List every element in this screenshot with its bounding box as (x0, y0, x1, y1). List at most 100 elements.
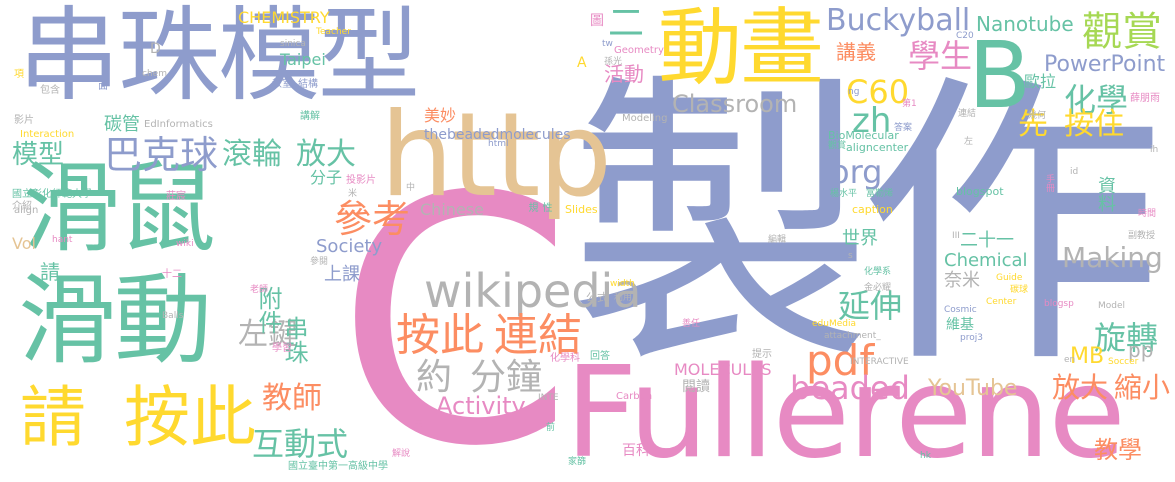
word-twelve: 十二 (162, 269, 182, 280)
word-before: 前 (546, 423, 556, 433)
word-http: http (380, 88, 612, 223)
word-jin-biyao: 金必耀 (864, 283, 892, 293)
word-face: 面 (98, 81, 108, 92)
word-reference: 參考 (334, 197, 411, 241)
word-molecules: MOLECULES (674, 360, 772, 379)
word-cosmic: Cosmic (944, 305, 977, 315)
word-see-also: 參閱 (310, 257, 329, 267)
word-two: 二 (608, 3, 645, 44)
word-proj3: proj3 (960, 333, 983, 343)
word-teacher: Teacher (316, 27, 351, 37)
word-wikipedia: wikipedia (424, 264, 642, 318)
word-a: A (577, 55, 587, 71)
word-mouse: 滑鼠 (22, 152, 216, 266)
word-family: 家篩 (568, 457, 587, 467)
word-rotate: 旋轉 (1094, 319, 1159, 357)
word-watch: 觀賞 (1082, 9, 1162, 55)
word-assoc-prof: 副教授 (1128, 231, 1156, 241)
word-click-here: 按此 (124, 379, 256, 456)
word-tcfsh: 國立臺中第一高級中學 (288, 461, 388, 472)
word-item: 項 (14, 69, 24, 80)
word-minutes: 分鐘 (470, 357, 543, 398)
word-nature: 性 (540, 202, 551, 212)
word-bead: 串珠 (280, 316, 308, 364)
word-shrink: 縮小 (1114, 371, 1171, 404)
word-explain: 講解 (300, 111, 320, 122)
word-powerpoint: PowerPoint (1044, 52, 1166, 77)
word-wiki-zh: 維基 (946, 317, 974, 333)
word-encyclopedia: 百科 (622, 443, 650, 459)
word-beautiful: 美妙 (424, 106, 457, 125)
word-interactive-zh: 互動式 (252, 425, 349, 463)
word-align: align (14, 205, 39, 216)
word-tw: tw (602, 39, 613, 49)
word-slides-zh: 投影片 (346, 175, 376, 186)
word-no1: 第1 (902, 99, 917, 109)
word-society: Society (316, 236, 383, 257)
word-include: 包含 (40, 85, 60, 96)
word-s: s (848, 251, 853, 261)
word-soccer: Soccer (1108, 357, 1139, 367)
word-slides: Slides (565, 203, 598, 216)
word-ng: ng (848, 87, 860, 97)
word-fullerene: Fullerene (565, 339, 1126, 482)
word-rule: 規 (526, 202, 537, 212)
word-width: width (610, 279, 635, 289)
word-youtube: YouTube (928, 376, 1018, 401)
word-formula: 公式 (586, 291, 608, 304)
word-middle: 中 (406, 183, 416, 193)
word-model: 模型 (12, 140, 65, 170)
word-interaction: Interaction (20, 129, 75, 140)
word-wiki: wiki (176, 239, 194, 249)
word-nanotube: Nanotube (976, 12, 1074, 36)
word-modeling: Modeling (622, 113, 668, 124)
word-about: 約 (416, 357, 453, 398)
word-read: 閱讀 (682, 379, 710, 395)
word-use: 利用 (614, 293, 633, 303)
word-edinformatics: EdInformatics (144, 119, 213, 130)
word-chemistry-zh: 化學 (1064, 81, 1129, 119)
word-edumedia: eduMedia (812, 319, 856, 329)
word-teacher-zh-2: 老師 (250, 285, 269, 295)
word-left-button: 左鍵 (238, 317, 298, 352)
word-c60: C60 (846, 73, 910, 111)
word-enlarge: 放大 (1052, 371, 1109, 404)
word-c20: C20 (956, 31, 974, 41)
word-mb: MB (1070, 344, 1105, 369)
word-xue-pengyu: 薛朋雨 (1130, 93, 1160, 104)
word-guide: Guide (996, 273, 1023, 283)
word-teacher-zh: 教師 (262, 381, 322, 416)
word-classroom: Classroom (672, 90, 798, 118)
word-pp: pp (1128, 338, 1154, 362)
word-blogspot: blogspot (956, 185, 1004, 198)
word-class: 上課 (324, 264, 360, 285)
word-hant: hant (52, 235, 73, 245)
word-make: 製作 (568, 49, 1164, 404)
word-attachment-en: attachment_ (824, 331, 881, 341)
word-figure: 圖 (590, 13, 604, 29)
word-molecule: 分子 (310, 168, 343, 187)
word-chem: chem (142, 69, 167, 79)
word-ncue: 國立彰化師範大學 (12, 189, 92, 200)
word-shan-ren: 善任 (682, 319, 701, 329)
word-ih: ih (1150, 145, 1159, 155)
word-please: 請 (20, 379, 86, 456)
word-hint: 提示 (752, 349, 772, 360)
word-link: 連結 (494, 310, 582, 361)
word-please-2: 請 (40, 260, 60, 284)
word-c: C (336, 125, 574, 482)
word-nano: 奈米 (944, 270, 980, 291)
word-watch-2: 觀賞 (828, 141, 847, 151)
word-video: 影片 (14, 115, 34, 126)
word-narration: 解說 (392, 449, 411, 459)
word-yang-shuiping: 楊水平 (830, 189, 858, 199)
word-chinese: Chinese (420, 200, 484, 219)
word-en: en (1064, 355, 1076, 365)
word-biomolecular: BioMolecular (828, 129, 899, 142)
word-chemical: Chemical (944, 250, 1028, 271)
word-b: B (968, 22, 1032, 129)
word-zhuang-chen: 莊宸 (166, 191, 186, 202)
word-nanotube-zh: 碳管 (104, 114, 140, 135)
word-euler: 歐拉 (1024, 72, 1057, 91)
